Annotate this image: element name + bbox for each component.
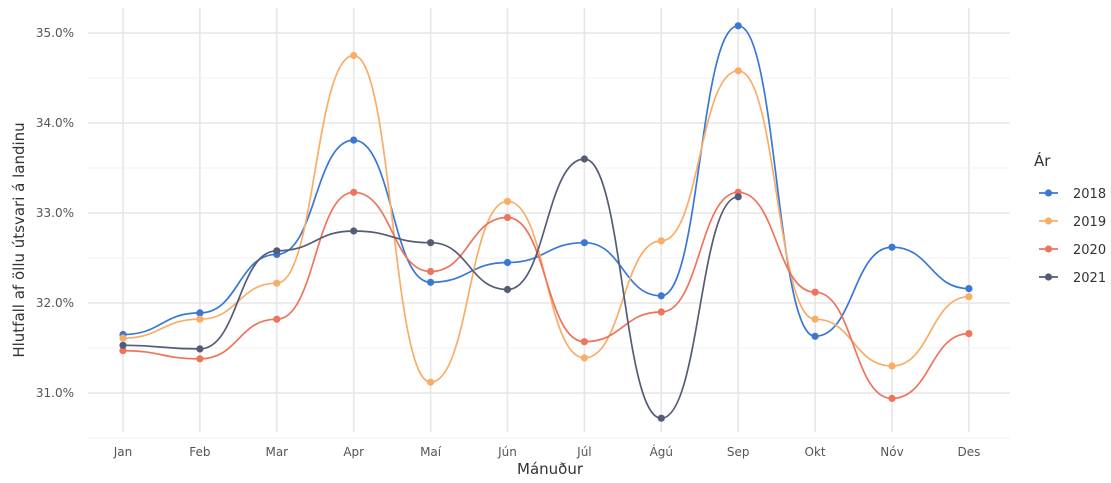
data-point-2019: [273, 279, 281, 287]
data-point-2020: [196, 355, 204, 363]
x-tick-label: Apr: [343, 445, 364, 459]
data-point-2019: [350, 51, 358, 60]
legend-label-2019: 2019: [1073, 215, 1106, 230]
x-tick-label: Jan: [113, 445, 133, 459]
data-point-2020: [119, 347, 127, 355]
y-tick-label: 34.0%: [36, 116, 74, 130]
x-tick-label: Maí: [420, 445, 442, 459]
grid: [88, 8, 1010, 439]
y-tick-label: 32.0%: [36, 296, 74, 310]
data-point-2018: [965, 285, 973, 293]
data-point-2018: [503, 258, 512, 267]
data-point-2019: [965, 293, 973, 301]
data-point-2020: [580, 338, 589, 346]
data-point-2020: [965, 330, 973, 338]
legend-label-2021: 2021: [1073, 271, 1106, 286]
data-point-2019: [580, 354, 589, 362]
x-axis-title: Mánuður: [517, 460, 584, 478]
series-lines: [122, 24, 969, 420]
data-point-2019: [811, 315, 819, 323]
data-point-2020: [273, 315, 281, 323]
x-tick-label: Júl: [576, 445, 591, 459]
data-point-2021: [657, 414, 665, 422]
y-tick-label: 33.0%: [36, 206, 74, 220]
x-tick-label: Okt: [805, 445, 826, 459]
y-tick-label: 35.0%: [36, 26, 74, 40]
data-point-2019: [888, 362, 896, 370]
data-point-2020: [657, 308, 665, 316]
x-tick-label: Mar: [265, 445, 288, 459]
data-point-2018: [734, 22, 742, 30]
data-point-2018: [888, 243, 896, 251]
data-point-2020: [503, 213, 512, 222]
data-point-2021: [734, 193, 742, 201]
data-point-2018: [657, 292, 665, 300]
data-point-2021: [350, 227, 358, 235]
data-point-2018: [580, 239, 589, 247]
data-point-2019: [503, 197, 512, 205]
data-point-2021: [119, 341, 127, 349]
data-point-2018: [427, 278, 435, 286]
data-point-2019: [734, 67, 742, 75]
legend-label-2018: 2018: [1073, 187, 1106, 202]
x-axis-ticks: Jan Feb Mar Apr Maí Jún Júl Ágú Sep Okt Nóv Des: [113, 444, 981, 459]
data-point-2019: [427, 378, 435, 386]
data-point-2021: [196, 345, 204, 353]
data-point-2019: [196, 315, 204, 323]
series-line-2019: [122, 54, 969, 384]
legend-key-point: [1044, 245, 1053, 253]
legend-key-point: [1044, 217, 1053, 225]
x-tick-label: Nóv: [880, 445, 903, 459]
data-point-2019: [119, 334, 127, 342]
data-point-2020: [427, 267, 435, 276]
data-point-2018: [811, 332, 819, 340]
legend: Ár 2018 2019 2020 2021: [1034, 151, 1106, 286]
data-point-2018: [196, 309, 204, 317]
x-tick-label: Ágú: [650, 444, 673, 459]
x-tick-label: Sep: [727, 445, 750, 459]
data-point-2021: [503, 285, 512, 294]
data-point-2020: [350, 188, 358, 196]
data-point-2021: [273, 247, 281, 255]
legend-title: Ár: [1034, 151, 1051, 170]
legend-label-2020: 2020: [1073, 243, 1106, 258]
data-point-2018: [350, 136, 358, 144]
data-point-2021: [580, 155, 589, 163]
legend-key-point: [1044, 189, 1053, 197]
y-axis-title: Hlutfall af öllu útsvari á landinu: [10, 122, 28, 357]
x-tick-label: Feb: [189, 445, 210, 459]
y-axis-ticks: 31.0% 32.0% 33.0% 34.0% 35.0%: [36, 26, 74, 400]
legend-key-point: [1044, 273, 1053, 281]
data-point-2021: [427, 239, 435, 247]
y-tick-label: 31.0%: [36, 386, 74, 400]
series-line-2020: [122, 191, 969, 400]
data-point-2020: [811, 288, 819, 296]
data-point-2020: [888, 394, 896, 402]
series-points: [119, 22, 973, 422]
x-tick-label: Jún: [497, 445, 517, 459]
x-tick-label: Des: [957, 445, 980, 459]
data-point-2019: [657, 237, 665, 245]
series-line-2018: [122, 24, 969, 338]
